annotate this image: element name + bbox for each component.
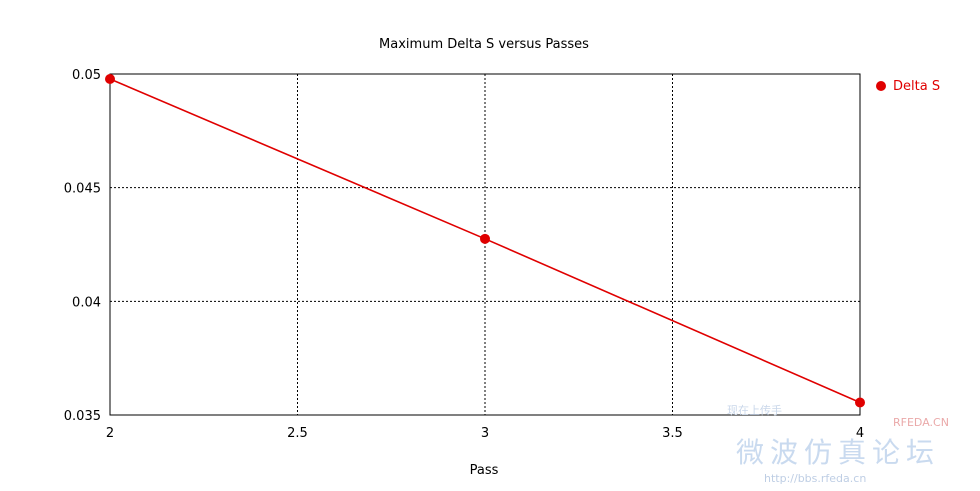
x-axis-label: Pass: [470, 463, 499, 478]
chart-title: Maximum Delta S versus Passes: [379, 37, 589, 52]
watermark-top-text: 现在上传手: [727, 403, 782, 417]
y-tick-label: 0.035: [64, 409, 101, 424]
watermark-brand: RFEDA.CN: [893, 416, 949, 429]
legend-entry-delta-s: Delta S: [893, 79, 940, 94]
y-tick-label: 0.04: [72, 295, 101, 310]
x-tick-label: 3: [481, 426, 489, 441]
legend: Delta S: [876, 79, 940, 94]
data-point: [105, 74, 115, 85]
legend-marker: [876, 81, 886, 91]
grid-lines: [110, 74, 860, 415]
y-tick-label: 0.045: [64, 182, 101, 197]
plot-area: [109, 73, 861, 416]
x-tick-label: 4: [856, 426, 864, 441]
axis-ticks: 2 2.5 3 3.5 4 0.035 0.04 0.045 0.05: [64, 68, 864, 441]
watermark: 现在上传手 RFEDA.CN 微波仿真论坛 http://bbs.rfeda.c…: [727, 403, 949, 485]
data-point: [855, 397, 865, 408]
x-tick-label: 3.5: [662, 426, 683, 441]
watermark-url: http://bbs.rfeda.cn: [764, 472, 866, 485]
x-tick-label: 2.5: [287, 426, 308, 441]
data-point: [480, 233, 490, 244]
watermark-chinese-text: 微波仿真论坛: [736, 436, 940, 469]
x-tick-label: 2: [106, 426, 114, 441]
y-tick-label: 0.05: [72, 68, 101, 83]
series-group: [105, 74, 865, 408]
